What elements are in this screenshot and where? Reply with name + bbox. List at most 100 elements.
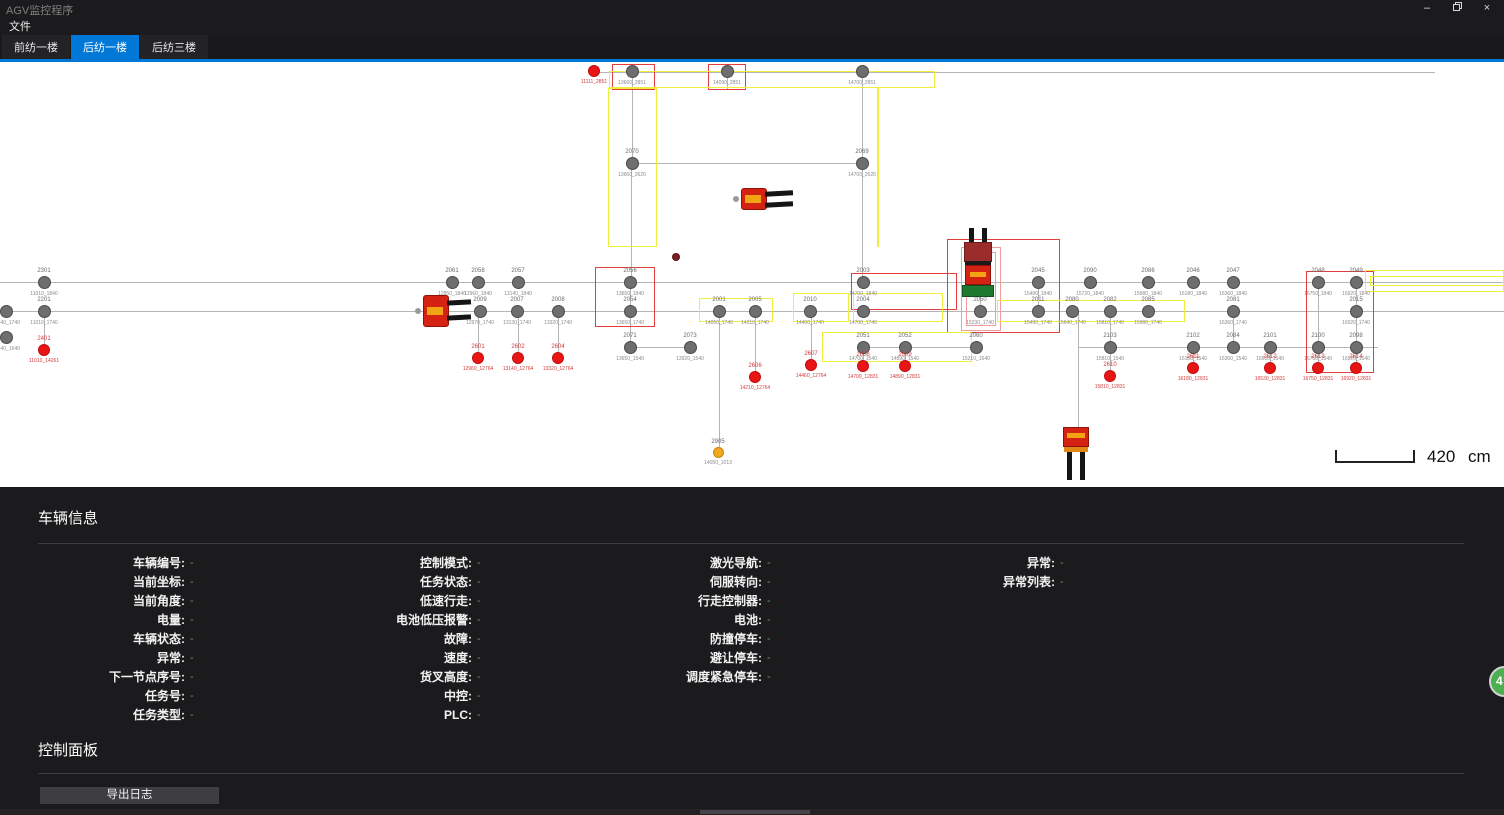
map-node[interactable]	[1263, 340, 1277, 354]
map-node[interactable]	[1065, 304, 1079, 318]
map-node[interactable]	[1226, 275, 1240, 289]
map-node[interactable]	[512, 352, 524, 364]
map-node[interactable]	[898, 340, 912, 354]
agv-forklift[interactable]	[413, 293, 473, 329]
map-node[interactable]	[856, 304, 870, 318]
map-node[interactable]	[511, 275, 525, 289]
map-node[interactable]	[1311, 340, 1325, 354]
map-path-edge	[1078, 311, 1079, 427]
map-node[interactable]	[855, 64, 869, 78]
map-node[interactable]	[720, 64, 734, 78]
map-node[interactable]	[683, 340, 697, 354]
map-node[interactable]	[1141, 304, 1155, 318]
map-node[interactable]	[969, 340, 983, 354]
map-node[interactable]	[1311, 275, 1325, 289]
info-label: 故障:	[444, 632, 472, 646]
map-node[interactable]	[857, 360, 869, 372]
map-node[interactable]	[749, 371, 761, 383]
menu-file[interactable]: 文件	[9, 20, 31, 33]
agv-forklift[interactable]	[731, 186, 795, 212]
map-canvas[interactable]: 420 cm 11111_2851 2066 13660_2851 2067 14090…	[0, 62, 1504, 487]
map-node[interactable]	[712, 446, 724, 458]
map-node[interactable]	[1349, 304, 1363, 318]
map-node[interactable]	[856, 340, 870, 354]
map-node-coords: 15490_1840	[1024, 290, 1052, 297]
tab-1[interactable]: 后纺一楼	[71, 35, 139, 59]
map-node-id: 2606	[748, 363, 762, 369]
map-node-id: 2047	[1226, 267, 1240, 274]
map-node[interactable]	[1186, 340, 1200, 354]
map-node-coords: 15980_1840	[1134, 290, 1162, 297]
map-node-id: 2080	[1065, 296, 1079, 303]
map-node[interactable]	[510, 304, 524, 318]
map-node[interactable]	[712, 304, 726, 318]
map-node-id: 2611	[1186, 354, 1200, 360]
info-label: 电池:	[734, 613, 762, 627]
agv-forklift[interactable]	[962, 228, 994, 297]
map-node[interactable]	[973, 304, 987, 318]
map-node[interactable]	[805, 359, 817, 371]
bottom-panel: 车辆信息 车辆编号: - 当前坐标: - 当前角度: - 电量: - 车辆状态: - 异常: - 下一节…	[0, 487, 1504, 815]
map-node[interactable]	[1141, 275, 1155, 289]
map-node[interactable]	[856, 275, 870, 289]
minimize-button[interactable]: –	[1423, 2, 1431, 14]
map-node[interactable]	[623, 340, 637, 354]
map-node[interactable]	[625, 64, 639, 78]
map-node[interactable]	[803, 304, 817, 318]
map-node[interactable]	[623, 275, 637, 289]
map-node[interactable]	[1103, 304, 1117, 318]
info-label: 货叉高度:	[420, 670, 472, 684]
map-node[interactable]	[1103, 340, 1117, 354]
map-node[interactable]	[445, 275, 459, 289]
restore-button[interactable]	[1450, 1, 1464, 15]
map-node[interactable]	[1349, 340, 1363, 354]
map-node[interactable]	[37, 304, 51, 318]
map-node[interactable]	[471, 275, 485, 289]
map-node[interactable]	[472, 352, 484, 364]
export-log-button[interactable]: 导出日志	[40, 787, 219, 804]
map-node[interactable]	[551, 304, 565, 318]
map-node-coords: 14700_1840	[849, 290, 877, 297]
scrollbar-thumb[interactable]	[700, 810, 810, 814]
map-node[interactable]	[899, 360, 911, 372]
map-node[interactable]	[1350, 362, 1362, 374]
map-node[interactable]	[473, 304, 487, 318]
map-node[interactable]	[625, 156, 639, 170]
scale-bar	[1335, 450, 1415, 463]
horizontal-scrollbar[interactable]	[0, 809, 1504, 815]
map-node[interactable]	[672, 253, 680, 261]
map-node-coords: 12970_1740	[466, 319, 494, 326]
map-node[interactable]	[37, 275, 51, 289]
map-node[interactable]	[0, 304, 13, 318]
map-node[interactable]	[588, 65, 600, 77]
tab-2[interactable]: 后纺三楼	[140, 35, 208, 59]
map-node[interactable]	[1312, 362, 1324, 374]
map-node-id: 2612	[1263, 354, 1277, 360]
map-node[interactable]	[38, 344, 50, 356]
map-node[interactable]	[1187, 362, 1199, 374]
tab-underline	[0, 59, 1504, 62]
close-button[interactable]: ×	[1483, 2, 1491, 14]
agv-forklift[interactable]	[1061, 427, 1091, 481]
map-node-id: 2011	[1031, 296, 1045, 303]
map-node[interactable]	[623, 304, 637, 318]
map-node[interactable]	[855, 156, 869, 170]
map-node[interactable]	[552, 352, 564, 364]
map-node[interactable]	[1226, 304, 1240, 318]
map-node[interactable]	[1186, 275, 1200, 289]
map-node-coords: 16530_12831	[1254, 376, 1286, 382]
map-path-edge	[755, 311, 756, 377]
map-node[interactable]	[0, 330, 13, 344]
map-node[interactable]	[1083, 275, 1097, 289]
map-node[interactable]	[1264, 362, 1276, 374]
tab-0[interactable]: 前纺一楼	[2, 35, 70, 59]
map-node[interactable]	[1104, 370, 1116, 382]
map-node[interactable]	[1226, 340, 1240, 354]
info-row: 电池: -	[590, 610, 771, 629]
map-node[interactable]	[748, 304, 762, 318]
map-node[interactable]	[1349, 275, 1363, 289]
zone-yellow	[793, 293, 849, 322]
map-node-coords: 16530_1540	[1256, 355, 1284, 362]
map-node[interactable]	[1031, 304, 1045, 318]
map-node[interactable]	[1031, 275, 1045, 289]
